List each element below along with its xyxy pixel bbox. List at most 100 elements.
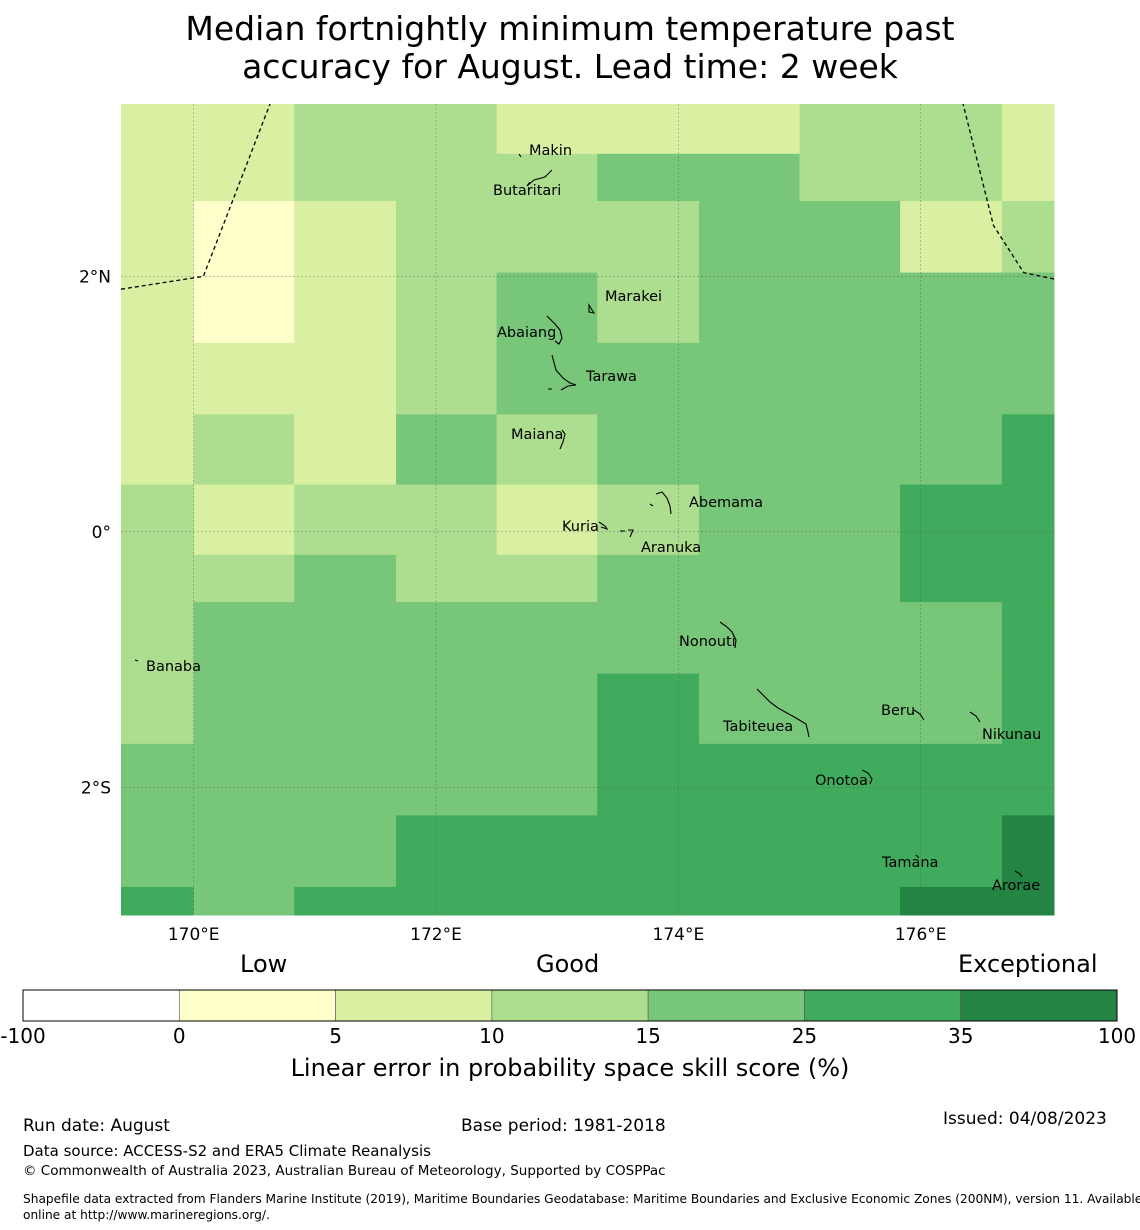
place-label: Banaba — [146, 659, 201, 675]
island-outline — [546, 315, 563, 345]
place-label: Onotoa — [815, 773, 868, 789]
colorbar-segment — [178, 989, 336, 1022]
island-outline — [518, 153, 522, 158]
grid-cell — [294, 886, 397, 916]
grid-cell — [193, 484, 295, 556]
grid-cell — [294, 673, 397, 745]
grid-cell — [496, 815, 598, 888]
grid-cell — [900, 272, 1003, 344]
eez-boundary-line — [120, 103, 271, 290]
grid-cell — [496, 743, 598, 816]
island-outline — [598, 521, 609, 531]
grid-cell — [121, 201, 195, 274]
grid-cell — [799, 342, 901, 415]
grid-cell — [698, 815, 801, 888]
eez-boundary-line — [962, 103, 1055, 280]
category-low: Low — [240, 950, 288, 978]
grid-cell — [193, 673, 295, 745]
grid-cell — [698, 602, 801, 675]
grid-cell — [496, 104, 598, 155]
grid-cell — [396, 484, 498, 556]
grid-cell — [1001, 484, 1055, 556]
grid-cell — [396, 673, 498, 745]
grid-cell — [193, 201, 295, 274]
grid-cell — [496, 342, 598, 415]
place-labels: Makin Butaritari Marakei Abaiang Tarawa Maian… — [146, 143, 1041, 894]
lat-tick-label: 2°N — [79, 267, 111, 287]
place-label: Maiana — [511, 427, 563, 443]
colorbar-segment — [804, 989, 962, 1022]
island-outlines — [134, 153, 1023, 878]
grid-cell — [1001, 342, 1055, 415]
grid-cell — [294, 104, 397, 155]
graticule — [121, 104, 1054, 915]
grid-cell — [193, 815, 295, 888]
place-label: Abaiang — [497, 325, 556, 341]
grid-cell — [294, 602, 397, 675]
grid-cell — [900, 815, 1003, 888]
place-label: Tabiteuea — [722, 719, 793, 735]
grid-cell — [496, 673, 598, 745]
grid-cell — [900, 414, 1003, 486]
grid-cell — [799, 886, 901, 916]
place-label: Makin — [529, 143, 572, 159]
grid-cell — [496, 484, 598, 556]
grid-cell — [1001, 554, 1055, 603]
grid-cell — [799, 602, 901, 675]
grid-cell — [1001, 414, 1055, 486]
grid-cell — [799, 484, 901, 556]
colorbar-tick-label: 15 — [635, 1024, 661, 1048]
grid-cell — [121, 815, 195, 888]
grid-cell — [900, 484, 1003, 556]
grid-cell — [698, 484, 801, 556]
island-outline — [915, 854, 920, 859]
grid-cell — [396, 554, 498, 603]
grid-cell — [396, 815, 498, 888]
colorbar-tick-label: 10 — [479, 1024, 505, 1048]
grid-cell — [597, 153, 700, 202]
grid-cell — [597, 815, 700, 888]
place-label: Marakei — [605, 289, 662, 305]
grid-cell — [799, 554, 901, 603]
grid-cell — [799, 414, 901, 486]
data-source: Data source: ACCESS-S2 and ERA5 Climate … — [23, 1142, 431, 1160]
grid-cell — [1001, 153, 1055, 202]
grid-cell — [121, 414, 195, 486]
grid-cell — [799, 104, 901, 155]
place-label: Tarawa — [585, 369, 637, 385]
grid-cell — [597, 743, 700, 816]
island-outline — [548, 354, 577, 391]
grid-cell — [496, 602, 598, 675]
grid-cell — [900, 342, 1003, 415]
lon-tick-label: 176°E — [895, 925, 947, 945]
grid-cell — [900, 886, 1003, 916]
grid-cell — [1001, 673, 1055, 745]
grid-cell — [193, 602, 295, 675]
grid-cell — [1001, 104, 1055, 155]
grid-cell — [193, 743, 295, 816]
grid-cell — [900, 554, 1003, 603]
grid-cell — [900, 673, 1003, 745]
grid-cell — [1001, 743, 1055, 816]
grid-cell — [294, 414, 397, 486]
island-outline — [526, 169, 553, 187]
colorbar-tick-label: 0 — [172, 1024, 186, 1048]
grid-cell — [121, 104, 195, 155]
colorbar-segment — [647, 989, 805, 1022]
lon-tick-label: 174°E — [653, 925, 705, 945]
lon-tick-label: 172°E — [410, 925, 462, 945]
grid-cell — [698, 743, 801, 816]
place-label: Aranuka — [641, 540, 701, 556]
grid-cell — [597, 886, 700, 916]
island-outline — [756, 688, 810, 738]
grid-cell — [294, 743, 397, 816]
grid-cell — [597, 414, 700, 486]
grid-cell — [698, 104, 801, 155]
grid-cell — [698, 342, 801, 415]
grid-cell — [597, 201, 700, 274]
grid-cell — [799, 272, 901, 344]
colorbar-segment — [22, 989, 180, 1022]
title-line-2: accuracy for August. Lead time: 2 week — [242, 47, 898, 86]
lat-tick-label: 0° — [92, 523, 111, 543]
place-label: Arorae — [992, 878, 1040, 894]
